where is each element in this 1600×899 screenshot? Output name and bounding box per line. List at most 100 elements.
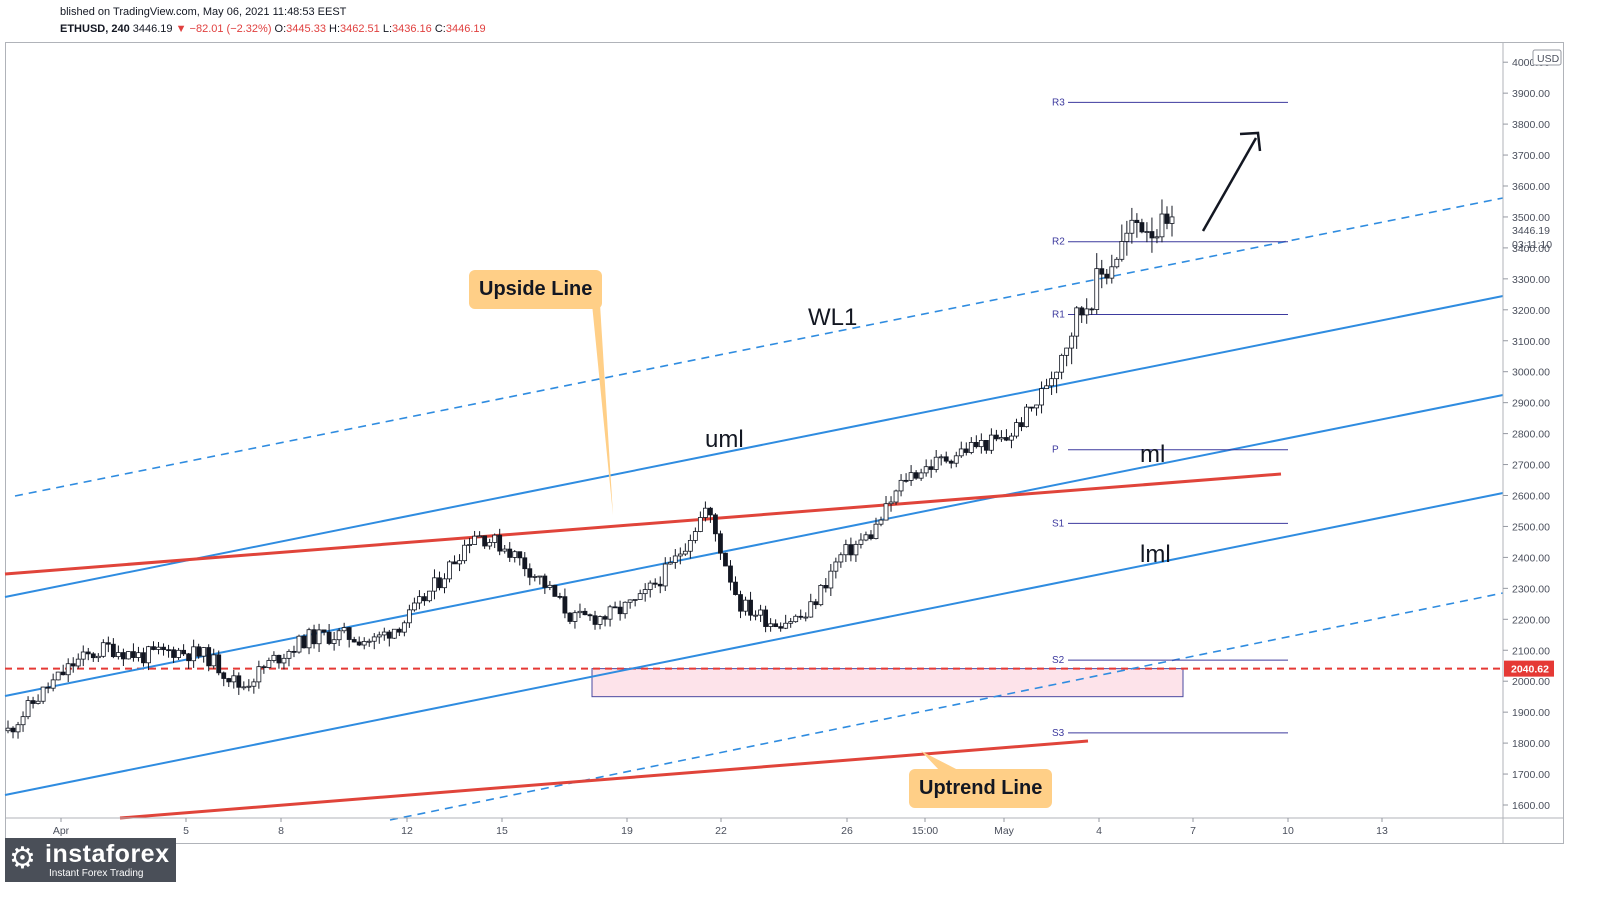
price-tick-label: 3000.00 [1512, 367, 1550, 379]
low-label: L: [382, 23, 393, 35]
candle [773, 623, 779, 628]
candle [1044, 385, 1049, 389]
candle [848, 544, 854, 556]
price-tick-label: 2400.00 [1512, 552, 1550, 564]
price-tick-label: 3700.00 [1512, 150, 1550, 162]
lower-median-line [4, 492, 1504, 796]
candle [30, 700, 36, 704]
candle [1164, 213, 1170, 224]
last-price-label: 3446.19 [132, 23, 173, 35]
support-zone-layer [591, 668, 1184, 698]
candle [868, 534, 874, 539]
candle [1019, 422, 1024, 428]
pivot-lines-layer: R3 R2 R1 P S1 S2 S3 [1052, 97, 1288, 739]
candle [617, 606, 623, 615]
candle [692, 531, 698, 541]
candle [828, 570, 834, 589]
lml-label: lml [1140, 541, 1171, 568]
pivot-label-s2: S2 [1052, 655, 1065, 666]
candle [467, 544, 472, 546]
candle [1074, 307, 1080, 337]
candle [115, 652, 121, 658]
candle [291, 650, 297, 653]
candle [10, 727, 16, 733]
candle [45, 686, 51, 689]
price-tick-label: 2900.00 [1512, 398, 1550, 410]
level-price-badge-text: 2040.62 [1511, 664, 1549, 676]
candle [1079, 307, 1085, 316]
price-tick-label: 1800.00 [1512, 738, 1550, 750]
candle [1114, 258, 1120, 268]
price-tick-label: 3800.00 [1512, 119, 1550, 131]
upside-callout-pointer [592, 304, 613, 515]
candle [687, 540, 693, 552]
candle [1144, 231, 1150, 233]
candle [141, 652, 146, 664]
candle [171, 649, 176, 658]
time-tick-label: 12 [401, 825, 413, 837]
candle [527, 568, 533, 578]
uptrend-line [119, 739, 1089, 820]
candle [1009, 435, 1014, 441]
candle [672, 555, 678, 563]
candle [657, 583, 663, 587]
candle [933, 456, 939, 470]
candle [547, 584, 553, 588]
candle [577, 610, 583, 614]
candle [1104, 273, 1110, 279]
candle [452, 561, 457, 565]
candle [361, 641, 367, 646]
candle [306, 629, 312, 649]
candle [351, 639, 357, 643]
candle [1004, 437, 1009, 441]
candle [206, 647, 212, 667]
pivot-label-r2: R2 [1052, 237, 1065, 248]
candle [296, 635, 302, 653]
candle [432, 577, 437, 592]
candle [682, 550, 688, 555]
candle [422, 596, 427, 602]
candle [733, 581, 738, 595]
upside-trend-line [4, 472, 1282, 576]
projection-arrow-shaft [1201, 137, 1258, 232]
candle [1139, 222, 1145, 233]
candle [1064, 347, 1070, 356]
candle [396, 628, 402, 633]
time-tick-label: 5 [183, 825, 189, 837]
candle [70, 663, 76, 667]
candle [95, 655, 101, 659]
candle [833, 561, 839, 572]
pivot-label-s1: S1 [1052, 518, 1065, 529]
pivot-label-s3: S3 [1052, 728, 1065, 739]
candle [60, 671, 66, 676]
candle [948, 460, 954, 464]
price-tick-label: 3600.00 [1512, 181, 1550, 193]
currency-label: USD [1537, 53, 1560, 65]
price-tick-label: 2200.00 [1512, 614, 1550, 626]
candle [627, 599, 633, 603]
candle [968, 442, 974, 453]
candle [40, 686, 46, 702]
candle [592, 615, 598, 625]
time-tick-label: 7 [1190, 825, 1196, 837]
candle [582, 610, 588, 616]
median-line [4, 394, 1504, 697]
close-value: 3446.19 [445, 23, 486, 35]
candle [1119, 241, 1125, 260]
time-tick-label: May [994, 825, 1015, 837]
candle [702, 507, 708, 518]
candle [427, 590, 432, 602]
candle [176, 649, 181, 658]
candle [331, 639, 337, 644]
candle [336, 630, 342, 641]
candle [793, 615, 799, 623]
candle [918, 472, 924, 479]
candle [236, 675, 242, 688]
candle [462, 544, 467, 562]
candle [1069, 335, 1075, 349]
chart-frame[interactable] [5, 42, 1564, 844]
symbol-label[interactable]: ETHUSD, 240 [60, 23, 130, 35]
candle [1154, 236, 1160, 239]
candle [321, 629, 327, 633]
